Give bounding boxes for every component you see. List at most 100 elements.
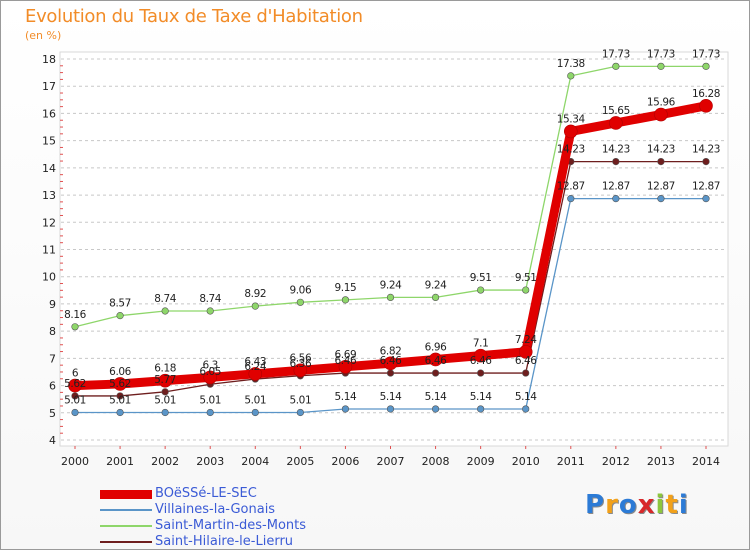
data-label: 6.05 [199, 366, 221, 378]
data-point [522, 369, 530, 377]
data-label: 6.18 [154, 363, 176, 375]
chart-title: Evolution du Taux de Taxe d'Habitation [25, 6, 363, 27]
data-point [431, 293, 440, 301]
data-label: 6.3 [202, 359, 218, 371]
data-point [477, 286, 485, 294]
data-point [657, 62, 665, 70]
line-chart: 4 5 6 7 8 9 10 11 12 13 14 15 16 17 18 2000 2001 2002 2003… [42, 48, 729, 468]
data-point [386, 369, 395, 377]
data-label: 6.46 [515, 355, 537, 367]
y-tick-label: 10 [42, 271, 56, 284]
data-label: 5.14 [470, 391, 492, 403]
data-point [116, 408, 124, 417]
data-point [71, 392, 79, 400]
data-point [383, 356, 398, 371]
legend-label: Villaines-la-Gonais [155, 502, 276, 517]
data-label: 9.51 [470, 272, 492, 284]
legend-label: Saint-Hilaire-le-Lierru [155, 534, 294, 549]
data-label: 6.82 [380, 345, 402, 357]
data-label: 6.43 [244, 356, 266, 368]
data-point [116, 392, 124, 400]
x-tick-label: 2010 [512, 455, 540, 468]
data-label: 5.62 [109, 378, 131, 390]
data-point [113, 377, 127, 391]
data-label: 5.14 [380, 391, 402, 403]
y-tick-label: 16 [42, 107, 56, 120]
data-label: 8.57 [109, 298, 131, 310]
y-tick-label: 9 [49, 298, 56, 311]
data-label: 9.15 [335, 282, 357, 294]
data-label: 8.16 [64, 309, 86, 321]
y-tick-label: 6 [49, 380, 56, 393]
data-point [567, 72, 575, 80]
data-point [702, 62, 710, 70]
data-point [161, 388, 169, 396]
logo-letter: x [637, 490, 656, 520]
data-label: 7.1 [473, 338, 489, 350]
data-label: 8.74 [154, 293, 176, 305]
data-point [657, 157, 665, 166]
data-label: 14.23 [692, 144, 720, 156]
data-label: 15.65 [602, 105, 630, 117]
data-label: 9.51 [515, 272, 537, 284]
legend-label: BOëSSé-LE-SEC [155, 486, 257, 501]
data-label: 14.23 [602, 144, 630, 156]
data-label: 5.01 [244, 395, 266, 407]
data-point [567, 195, 575, 203]
legend-swatch [100, 489, 152, 499]
data-label: 5.14 [335, 391, 357, 403]
data-label: 5.01 [64, 395, 86, 407]
data-point [338, 359, 353, 374]
y-tick-label: 11 [42, 244, 56, 257]
y-tick-label: 7 [49, 352, 56, 365]
data-point [428, 352, 443, 367]
data-label: 12.87 [602, 181, 630, 193]
data-point [341, 296, 350, 304]
data-label: 5.01 [154, 395, 176, 407]
data-point [702, 195, 710, 203]
data-label: 7.24 [515, 334, 537, 346]
data-point [341, 405, 350, 413]
data-label: 5.77 [154, 374, 176, 386]
data-label: 17.38 [557, 58, 585, 70]
data-label: 5.01 [199, 395, 221, 407]
data-label: 12.87 [692, 181, 720, 193]
data-point [161, 307, 169, 315]
data-point [386, 293, 395, 301]
logo-letter: o [618, 490, 638, 520]
y-tick-label: 8 [49, 325, 56, 338]
y-tick-label: 4 [49, 434, 56, 447]
data-point [657, 195, 665, 203]
data-label: 9.06 [289, 284, 311, 296]
data-label: 6.36 [289, 358, 311, 370]
data-label: 6 [72, 368, 79, 380]
data-label: 6.24 [244, 361, 266, 373]
y-tick-label: 18 [42, 53, 56, 66]
legend-label: Saint-Martin-des-Monts [155, 518, 307, 533]
data-label: 5.14 [515, 391, 537, 403]
data-label: 6.56 [289, 352, 311, 364]
data-label: 9.24 [380, 279, 402, 291]
data-point [654, 107, 668, 122]
data-point [71, 323, 79, 331]
data-point [161, 408, 169, 417]
logo-letter: t [665, 490, 679, 520]
data-point [612, 157, 620, 166]
data-point [116, 312, 124, 320]
data-label: 6.69 [335, 349, 357, 361]
proxiti-logo: Proxiti [585, 490, 689, 520]
x-tick-label: 2009 [467, 455, 495, 468]
logo-letter: P [585, 490, 606, 520]
data-point [477, 405, 485, 413]
x-tick-label: 2013 [647, 455, 675, 468]
logo-letter: i [655, 490, 666, 520]
x-tick-label: 2001 [106, 455, 134, 468]
data-label: 6.06 [109, 366, 131, 378]
data-point [293, 363, 308, 378]
data-point [563, 124, 578, 139]
logo-letter: r [605, 490, 619, 520]
data-point [248, 367, 263, 381]
logo-letter: i [678, 490, 689, 520]
data-label: 5.01 [109, 395, 131, 407]
x-tick-label: 2011 [557, 455, 585, 468]
